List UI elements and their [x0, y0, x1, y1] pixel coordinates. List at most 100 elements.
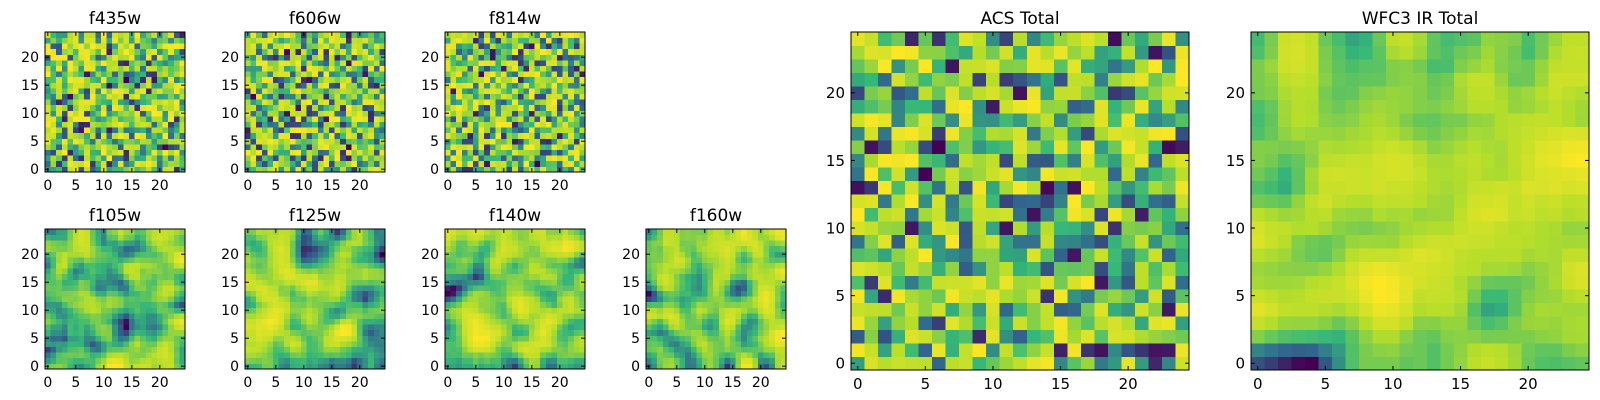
heatmap-cell	[646, 329, 652, 336]
heatmap-cell	[467, 121, 474, 128]
heatmap-cell	[278, 290, 285, 297]
heatmap-cell	[151, 318, 158, 325]
heatmap-cell	[278, 229, 285, 235]
heatmap-cell	[1134, 194, 1149, 209]
heatmap-cell	[162, 116, 169, 122]
heatmap-cell	[306, 329, 313, 336]
heatmap-cell	[289, 329, 296, 336]
heatmap-cell	[573, 257, 580, 263]
heatmap-cell	[278, 99, 285, 106]
heatmap-cell	[78, 43, 85, 50]
heatmap-cell	[56, 116, 63, 122]
heatmap-cell	[345, 301, 352, 308]
heatmap-cell	[123, 240, 130, 247]
heatmap-cell	[179, 234, 186, 241]
heatmap-cell	[467, 32, 474, 38]
heatmap-cell	[295, 335, 302, 342]
heatmap-cell	[67, 318, 74, 325]
heatmap-cell	[289, 121, 296, 128]
heatmap-cell	[657, 279, 664, 286]
y-tick-label: 20	[221, 247, 239, 263]
heatmap-cell	[495, 54, 502, 61]
heatmap-cell	[317, 99, 324, 106]
heatmap-cell	[129, 245, 135, 252]
heatmap-cell	[145, 318, 152, 325]
heatmap-cell	[746, 329, 753, 336]
heatmap-cell	[112, 138, 119, 145]
heatmap-cell	[746, 335, 753, 342]
heatmap-cell	[1026, 288, 1041, 303]
heatmap-cell	[173, 48, 180, 55]
heatmap-cell	[702, 341, 708, 347]
heatmap-cell	[373, 273, 380, 280]
heatmap-cell	[685, 273, 692, 280]
heatmap-cell	[473, 99, 479, 106]
heatmap-cell	[117, 60, 124, 66]
heatmap-cell	[295, 155, 302, 162]
heatmap-cell	[568, 116, 575, 122]
heatmap-cell	[657, 357, 664, 364]
heatmap-cell	[168, 37, 175, 44]
heatmap-cell	[140, 37, 147, 44]
heatmap-cell	[461, 268, 468, 275]
heatmap-cell	[568, 43, 575, 50]
heatmap-cell	[690, 285, 697, 291]
heatmap-cell	[972, 288, 987, 303]
heatmap-cell	[289, 245, 296, 252]
heatmap-cell	[495, 279, 502, 286]
heatmap-cell	[557, 301, 563, 308]
heatmap-cell	[84, 296, 91, 303]
heatmap-cell	[467, 240, 474, 247]
heatmap-cell	[101, 268, 107, 275]
heatmap-cell	[523, 307, 530, 314]
heatmap-cell	[1013, 261, 1028, 276]
heatmap-cell	[301, 324, 307, 331]
heatmap-cell	[501, 234, 507, 241]
heatmap-cell	[540, 110, 547, 117]
heatmap-cell	[61, 341, 68, 347]
heatmap-cell	[123, 285, 130, 291]
heatmap-cell	[489, 54, 496, 61]
heatmap-cell	[89, 71, 96, 78]
heatmap-cell	[151, 138, 158, 145]
heatmap-cell	[117, 138, 124, 145]
heatmap-cell	[323, 110, 330, 117]
heatmap-cell	[50, 335, 57, 342]
heatmap-cell	[529, 37, 535, 44]
heatmap-cell	[746, 346, 753, 353]
heatmap-cell	[534, 268, 541, 275]
heatmap-cell	[495, 116, 502, 122]
heatmap-cell	[278, 149, 285, 156]
heatmap-cell	[306, 155, 313, 162]
heatmap-cell	[134, 240, 141, 247]
heatmap-cell	[61, 104, 68, 111]
heatmap-cell	[67, 71, 74, 78]
heatmap-cell	[78, 127, 85, 134]
heatmap-cell	[106, 43, 113, 50]
heatmap-cell	[317, 251, 324, 258]
heatmap-cell	[501, 262, 507, 269]
heatmap-cell	[284, 149, 291, 156]
y-tick-label: 10	[21, 106, 39, 122]
heatmap-cell	[368, 307, 375, 314]
heatmap-cell	[713, 329, 720, 336]
heatmap-cell	[467, 110, 474, 117]
heatmap-cell	[1094, 356, 1109, 371]
heatmap-cell	[506, 352, 513, 359]
heatmap-cell	[445, 262, 451, 269]
heatmap-cell	[323, 329, 330, 336]
heatmap-cell	[250, 116, 257, 122]
heatmap-cell	[752, 279, 759, 286]
heatmap-cell	[540, 335, 547, 342]
heatmap-cell	[334, 88, 341, 94]
heatmap-cell	[713, 268, 720, 275]
heatmap-cell	[489, 307, 496, 314]
heatmap-cell	[551, 357, 558, 364]
heatmap-cell	[478, 127, 485, 134]
heatmap-cell	[752, 273, 759, 280]
heatmap-cell	[534, 32, 541, 38]
heatmap-cell	[769, 301, 776, 308]
heatmap-cell	[668, 245, 675, 252]
heatmap-cell	[478, 116, 485, 122]
heatmap-cell	[78, 155, 85, 162]
